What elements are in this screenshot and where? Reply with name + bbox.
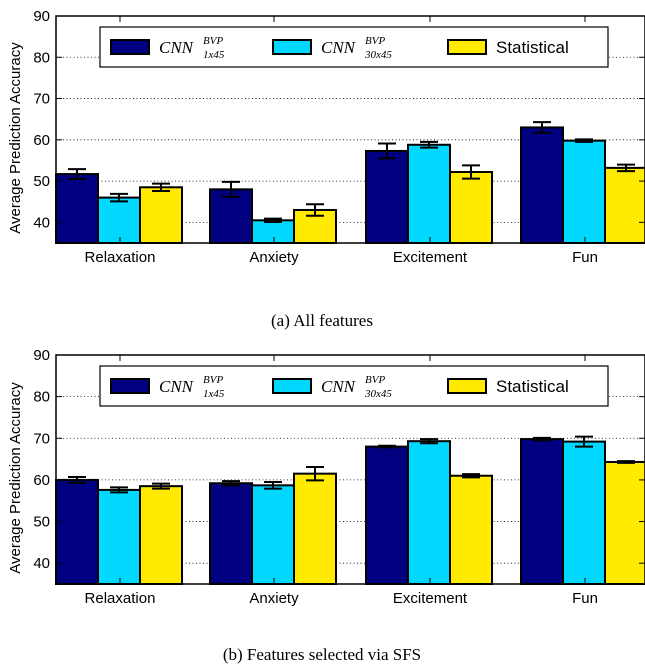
chart-caption: (a) All features [271, 311, 373, 330]
bar-cnn-30x45-anxiety [251, 219, 295, 245]
bars [55, 438, 645, 586]
bar-cnn-30x45-fun [562, 139, 606, 244]
legend-label-subscript: 30x45 [364, 388, 392, 400]
y-tick-labels: 40 50 60 70 80 90 [33, 347, 50, 572]
legend-label-subscript: 1x45 [203, 49, 225, 61]
legend-label-subscript: 1x45 [203, 388, 225, 400]
y-tick-label: 40 [33, 214, 50, 231]
y-tick-label: 90 [33, 8, 50, 25]
legend: CNN BVP 1x45 CNN BVP 30x45 Statistical [99, 26, 609, 68]
y-tick-label: 90 [33, 347, 50, 364]
legend-label: CNN [321, 377, 357, 396]
bars [55, 126, 645, 245]
bar-statistical-relaxation [139, 485, 183, 585]
bar-cnn-30x45-relaxation [97, 196, 141, 245]
legend-label-subscript: 30x45 [364, 49, 392, 61]
x-tick-label-anxiety: Anxiety [249, 590, 299, 607]
y-tick-label: 50 [33, 514, 50, 531]
legend-box [99, 26, 609, 68]
bar-statistical-excitement [449, 171, 493, 244]
bar-cnn-30x45-relaxation [97, 488, 141, 586]
legend-swatch [447, 378, 487, 394]
y-tick-label: 40 [33, 555, 50, 572]
x-tick-label-fun: Fun [572, 249, 598, 266]
y-tick-label: 80 [33, 389, 50, 406]
bar-statistical-excitement [449, 474, 493, 585]
bar-statistical-fun [604, 461, 645, 586]
error-bars [68, 121, 635, 223]
bar-statistical-anxiety [293, 472, 337, 585]
legend-label-superscript: BVP [203, 35, 223, 47]
x-tick-label-fun: Fun [572, 590, 598, 607]
legend-label: Statistical [496, 377, 569, 396]
bar-cnn-1x45-fun [520, 126, 564, 244]
bar-cnn-30x45-excitement [407, 143, 451, 244]
bar-cnn-30x45-anxiety [251, 484, 295, 585]
bar-cnn-1x45-relaxation [55, 173, 99, 244]
chart-sfs-features: 40 50 60 70 80 90 Relaxation Anxiety Excitement… [7, 347, 645, 664]
legend-swatch [447, 39, 487, 55]
bar-cnn-30x45-fun [562, 440, 606, 585]
legend-swatch [272, 378, 312, 394]
bar-statistical-relaxation [139, 186, 183, 244]
legend-label: Statistical [496, 38, 569, 57]
x-tick-label-anxiety: Anxiety [249, 249, 299, 266]
x-tick-label-excitement: Excitement [393, 590, 468, 607]
y-axis-label: Average Prediction Accuracy [7, 42, 24, 234]
bar-cnn-1x45-excitement [365, 149, 409, 245]
y-tick-label: 70 [33, 91, 50, 108]
bar-cnn-30x45-excitement [407, 440, 451, 586]
x-tick-labels: Relaxation Anxiety Excitement Fun [85, 249, 598, 266]
legend: CNN BVP 1x45 CNN BVP 30x45 Statistical [99, 365, 609, 407]
legend-label-superscript: BVP [203, 374, 223, 386]
legend-label-superscript: BVP [365, 374, 385, 386]
legend-swatch [110, 39, 150, 55]
plot-frame [55, 15, 645, 244]
bar-cnn-1x45-anxiety [209, 482, 253, 585]
legend-swatch [272, 39, 312, 55]
error-bars [68, 435, 635, 494]
legend-label-superscript: BVP [365, 35, 385, 47]
legend-label: CNN [159, 38, 195, 57]
legend-label: CNN [159, 377, 195, 396]
legend-box [99, 365, 609, 407]
bar-cnn-1x45-excitement [365, 445, 409, 585]
y-tick-label: 80 [33, 49, 50, 66]
x-tick-label-relaxation: Relaxation [85, 249, 156, 266]
bar-cnn-1x45-relaxation [55, 478, 99, 585]
y-tick-label: 70 [33, 430, 50, 447]
y-axis-label: Average Prediction Accuracy [7, 382, 24, 574]
y-tick-label: 60 [33, 132, 50, 149]
x-tick-label-excitement: Excitement [393, 249, 468, 266]
legend-swatch [110, 378, 150, 394]
y-tick-label: 50 [33, 173, 50, 190]
legend-label: CNN [321, 38, 357, 57]
x-tick-labels: Relaxation Anxiety Excitement Fun [85, 590, 598, 607]
plot-frame [55, 354, 645, 585]
chart-caption: (b) Features selected via SFS [223, 645, 421, 664]
y-tick-label: 60 [33, 472, 50, 489]
x-tick-label-relaxation: Relaxation [85, 590, 156, 607]
chart-all-features: 40 50 60 70 80 90 Relaxation Anxiety Excitement… [7, 8, 645, 330]
bar-statistical-fun [604, 166, 645, 244]
bar-cnn-1x45-fun [520, 438, 564, 586]
y-tick-labels: 40 50 60 70 80 90 [33, 8, 50, 231]
